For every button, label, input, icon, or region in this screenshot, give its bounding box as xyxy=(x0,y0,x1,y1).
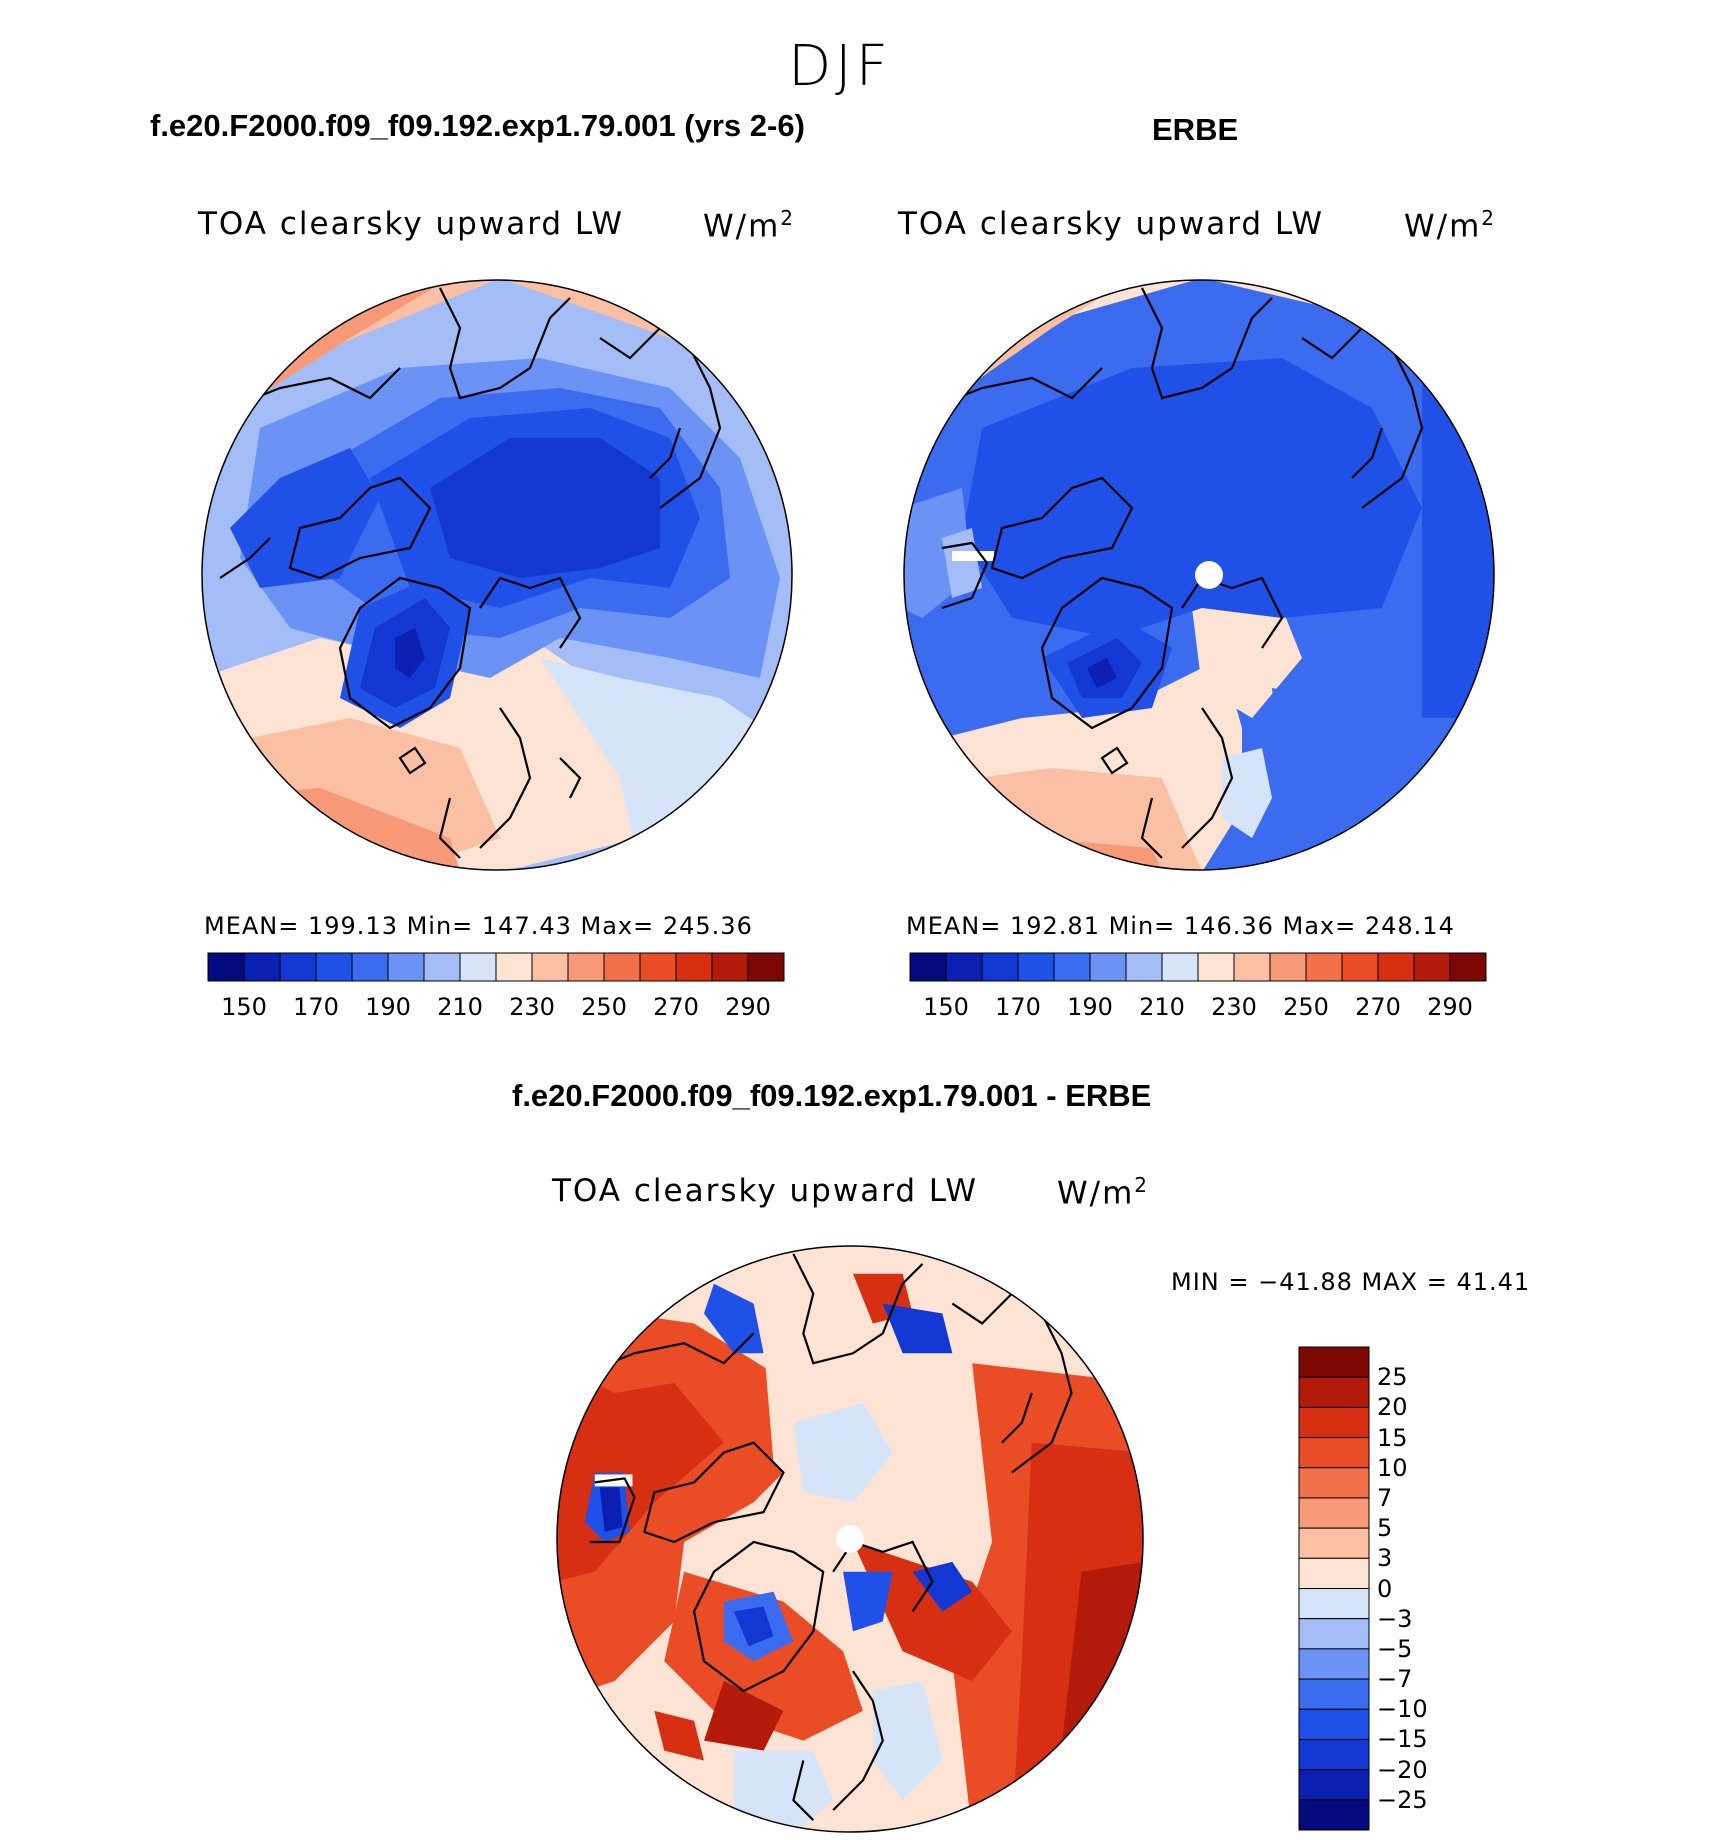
colorbar-tick-label: −3 xyxy=(1377,1604,1413,1633)
colorbar-swatch xyxy=(567,952,605,982)
colorbar-swatch xyxy=(1298,1588,1370,1620)
colorbar-swatch xyxy=(207,952,245,982)
colorbar-swatch xyxy=(243,952,281,982)
obs-variable-title: TOA clearsky upward LW xyxy=(898,206,1325,242)
model-variable-title: TOA clearsky upward LW xyxy=(198,206,625,242)
colorbar-swatch xyxy=(1089,952,1127,982)
colorbar-tick-label: 290 xyxy=(1427,993,1473,1021)
colorbar-swatch xyxy=(1161,952,1199,982)
colorbar-tick-label: 10 xyxy=(1377,1453,1408,1482)
colorbar-tick-label: 170 xyxy=(995,993,1041,1021)
colorbar-tick-label: 5 xyxy=(1377,1514,1393,1543)
model-polar-map xyxy=(201,279,793,871)
obs-colorbar xyxy=(909,952,1487,982)
diff-polar-map xyxy=(556,1245,1144,1833)
colorbar-tick-label: −10 xyxy=(1377,1695,1428,1724)
colorbar-tick-label: 150 xyxy=(221,993,267,1021)
colorbar-swatch xyxy=(1298,1618,1370,1650)
colorbar-tick-label: −5 xyxy=(1377,1634,1413,1663)
colorbar-swatch xyxy=(1053,952,1091,982)
colorbar-swatch xyxy=(1298,1708,1370,1740)
colorbar-tick-label: 0 xyxy=(1377,1574,1393,1603)
obs-stats: MEAN= 192.81 Min= 146.36 Max= 248.14 xyxy=(906,912,1455,940)
colorbar-tick-label: 270 xyxy=(1355,993,1401,1021)
colorbar-tick-label: 25 xyxy=(1377,1363,1408,1392)
colorbar-swatch xyxy=(981,952,1019,982)
figure-title: DJF xyxy=(788,34,892,99)
colorbar-swatch xyxy=(1298,1527,1370,1559)
colorbar-tick-label: 3 xyxy=(1377,1544,1393,1573)
colorbar-tick-label: −15 xyxy=(1377,1725,1428,1754)
colorbar-swatch xyxy=(1233,952,1271,982)
model-units: W/m2 xyxy=(703,206,796,245)
model-stats: MEAN= 199.13 Min= 147.43 Max= 245.36 xyxy=(204,912,753,940)
colorbar-swatch xyxy=(1298,1769,1370,1801)
diff-variable-title: TOA clearsky upward LW xyxy=(552,1173,979,1209)
obs-case-title: ERBE xyxy=(1152,112,1239,147)
colorbar-tick-label: 230 xyxy=(509,993,555,1021)
colorbar-swatch xyxy=(387,952,425,982)
model-case-title: f.e20.F2000.f09_f09.192.exp1.79.001 (yrs… xyxy=(150,108,805,143)
colorbar-swatch xyxy=(1298,1437,1370,1469)
model-colorbar xyxy=(207,952,785,982)
colorbar-tick-label: 190 xyxy=(1067,993,1113,1021)
colorbar-swatch xyxy=(711,952,749,982)
colorbar-swatch xyxy=(495,952,533,982)
colorbar-swatch xyxy=(1298,1648,1370,1680)
colorbar-swatch xyxy=(423,952,461,982)
colorbar-swatch xyxy=(1017,952,1055,982)
colorbar-swatch xyxy=(1413,952,1451,982)
colorbar-tick-label: 7 xyxy=(1377,1483,1393,1512)
colorbar-swatch xyxy=(675,952,713,982)
colorbar-swatch xyxy=(1298,1678,1370,1710)
colorbar-tick-label: 210 xyxy=(1139,993,1185,1021)
colorbar-swatch xyxy=(1449,952,1487,982)
colorbar-tick-label: −20 xyxy=(1377,1755,1428,1784)
colorbar-swatch xyxy=(1125,952,1163,982)
colorbar-swatch xyxy=(945,952,983,982)
colorbar-swatch xyxy=(1298,1406,1370,1439)
colorbar-tick-label: 230 xyxy=(1211,993,1257,1021)
colorbar-swatch xyxy=(1298,1497,1370,1529)
colorbar-tick-label: 250 xyxy=(581,993,627,1021)
colorbar-tick-label: 170 xyxy=(293,993,339,1021)
colorbar-swatch xyxy=(351,952,389,982)
colorbar-swatch xyxy=(603,952,641,982)
colorbar-swatch xyxy=(279,952,317,982)
diff-case-title: f.e20.F2000.f09_f09.192.exp1.79.001 - ER… xyxy=(512,1078,1152,1113)
colorbar-swatch xyxy=(909,952,947,982)
colorbar-swatch xyxy=(1298,1376,1370,1408)
colorbar-tick-label: 20 xyxy=(1377,1393,1408,1422)
colorbar-swatch xyxy=(1298,1346,1370,1378)
colorbar-swatch xyxy=(1298,1738,1370,1771)
colorbar-tick-label: 270 xyxy=(653,993,699,1021)
diff-colorbar xyxy=(1298,1346,1370,1831)
colorbar-swatch xyxy=(1298,1557,1370,1589)
colorbar-swatch xyxy=(1298,1799,1370,1831)
colorbar-tick-label: 290 xyxy=(725,993,771,1021)
diff-units: W/m2 xyxy=(1057,1173,1150,1212)
colorbar-swatch xyxy=(1298,1467,1370,1499)
colorbar-tick-label: 210 xyxy=(437,993,483,1021)
colorbar-tick-label: −7 xyxy=(1377,1665,1413,1694)
colorbar-swatch xyxy=(1269,952,1307,982)
colorbar-swatch xyxy=(747,952,785,982)
colorbar-swatch xyxy=(459,952,497,982)
colorbar-tick-label: 250 xyxy=(1283,993,1329,1021)
colorbar-tick-label: 150 xyxy=(923,993,969,1021)
colorbar-swatch xyxy=(1305,952,1343,982)
colorbar-swatch xyxy=(1197,952,1235,982)
obs-polar-map xyxy=(903,279,1495,871)
obs-units: W/m2 xyxy=(1404,206,1497,245)
colorbar-swatch xyxy=(531,952,569,982)
colorbar-swatch xyxy=(1377,952,1415,982)
colorbar-swatch xyxy=(1341,952,1379,982)
colorbar-tick-label: −25 xyxy=(1377,1785,1428,1814)
colorbar-tick-label: 190 xyxy=(365,993,411,1021)
colorbar-swatch xyxy=(315,952,353,982)
colorbar-tick-label: 15 xyxy=(1377,1423,1408,1452)
colorbar-swatch xyxy=(639,952,677,982)
diff-minmax: MIN = −41.88 MAX = 41.41 xyxy=(1171,1268,1531,1296)
